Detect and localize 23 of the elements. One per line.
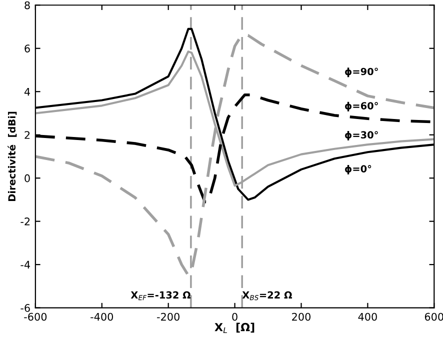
x-tick-label: -600 — [24, 312, 47, 321]
x-tick-label: 200 — [292, 312, 310, 321]
ref-line-label: X$_{EF}$=-132 Ω — [130, 291, 191, 300]
x-tick-label: -200 — [157, 312, 180, 321]
y-tick-label: 0 — [24, 174, 30, 182]
x-tick-label: 400 — [358, 312, 377, 321]
y-tick-label: 8 — [24, 1, 30, 10]
y-tick-label: -6 — [20, 304, 30, 312]
ref-line-label: X$_{BS}$=22 Ω — [242, 291, 292, 300]
y-tick-label: 4 — [24, 88, 30, 96]
y-tick-label: 2 — [24, 131, 30, 139]
series-label: ϕ=60° — [345, 102, 378, 112]
text: X$_{L}$ [Ω] — [214, 322, 254, 334]
series-label: ϕ=0° — [345, 164, 372, 174]
series-label: ϕ=30° — [345, 131, 378, 140]
y-tick-label: 6 — [24, 44, 30, 52]
x-tick-label: -400 — [90, 312, 114, 321]
x-tick-label: 600 — [424, 312, 443, 321]
series-label: ϕ=90° — [345, 68, 378, 78]
y-axis-title: Directivité [dBi] — [8, 112, 17, 201]
x-tick-label: 0 — [232, 312, 238, 321]
y-tick-label: -4 — [20, 260, 30, 269]
y-tick-label: -2 — [20, 218, 30, 226]
